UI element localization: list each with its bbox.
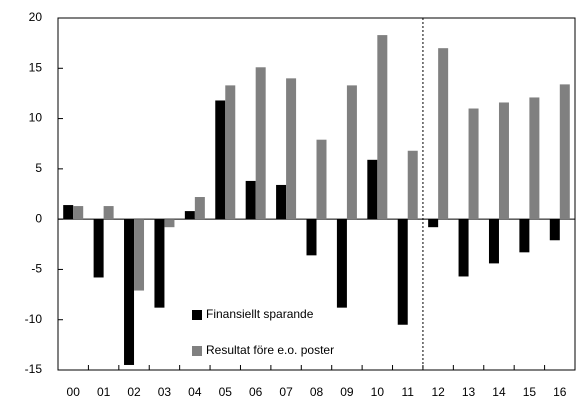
bar bbox=[519, 219, 530, 253]
bar bbox=[184, 211, 195, 220]
bar bbox=[194, 197, 205, 220]
y-tick-label: 15 bbox=[29, 60, 43, 74]
bar bbox=[164, 219, 175, 228]
legend-label: Finansiellt sparande bbox=[206, 307, 314, 321]
bar bbox=[225, 85, 236, 220]
bar bbox=[134, 219, 145, 291]
bar bbox=[103, 206, 114, 220]
x-tick-label: 01 bbox=[97, 385, 111, 399]
bar bbox=[549, 219, 560, 241]
bar bbox=[346, 85, 357, 220]
x-tick-label: 13 bbox=[462, 385, 476, 399]
bar bbox=[529, 97, 540, 220]
bar bbox=[63, 205, 74, 220]
bar bbox=[245, 180, 256, 220]
y-tick-label: -15 bbox=[25, 362, 43, 376]
plot-frame bbox=[57, 17, 576, 371]
bar bbox=[367, 159, 378, 220]
x-tick-label: 10 bbox=[371, 385, 385, 399]
y-tick-label: -5 bbox=[31, 262, 42, 276]
bar bbox=[438, 48, 449, 220]
x-tick-label: 12 bbox=[431, 385, 445, 399]
x-tick-label: 08 bbox=[310, 385, 324, 399]
bar bbox=[468, 108, 479, 220]
bar bbox=[286, 78, 297, 220]
x-tick-label: 00 bbox=[67, 385, 81, 399]
y-tick-label: -10 bbox=[25, 312, 43, 326]
bar bbox=[93, 219, 104, 278]
bar bbox=[73, 206, 84, 220]
bar bbox=[276, 184, 287, 220]
y-tick-label: 5 bbox=[35, 161, 42, 175]
legend-swatch bbox=[192, 310, 202, 320]
legend-swatch bbox=[192, 346, 202, 356]
x-tick-label: 09 bbox=[340, 385, 354, 399]
x-tick-label: 05 bbox=[219, 385, 233, 399]
bar bbox=[336, 219, 347, 308]
y-tick-label: 0 bbox=[35, 211, 42, 225]
y-tick-label: 20 bbox=[29, 10, 43, 24]
bar bbox=[488, 219, 499, 264]
x-tick-label: 07 bbox=[279, 385, 293, 399]
bar bbox=[316, 139, 327, 220]
bar bbox=[255, 67, 266, 220]
bar bbox=[154, 219, 165, 308]
x-tick-label: 02 bbox=[127, 385, 141, 399]
bar bbox=[124, 219, 135, 365]
bar bbox=[306, 219, 317, 256]
x-tick-label: 06 bbox=[249, 385, 263, 399]
x-tick-label: 03 bbox=[158, 385, 172, 399]
bar bbox=[559, 84, 570, 220]
x-tick-label: 11 bbox=[402, 385, 415, 399]
x-tick-label: 04 bbox=[188, 385, 202, 399]
bar bbox=[377, 35, 388, 220]
legend-label: Resultat före e.o. poster bbox=[206, 343, 334, 357]
x-tick-label: 14 bbox=[492, 385, 506, 399]
bar bbox=[397, 219, 408, 325]
bar bbox=[428, 219, 439, 228]
bar bbox=[458, 219, 469, 277]
x-tick-label: 16 bbox=[553, 385, 567, 399]
x-tick-label: 15 bbox=[523, 385, 537, 399]
bar bbox=[407, 150, 418, 220]
y-tick-label: 10 bbox=[29, 111, 43, 125]
bar bbox=[215, 100, 226, 220]
bar bbox=[498, 102, 509, 220]
